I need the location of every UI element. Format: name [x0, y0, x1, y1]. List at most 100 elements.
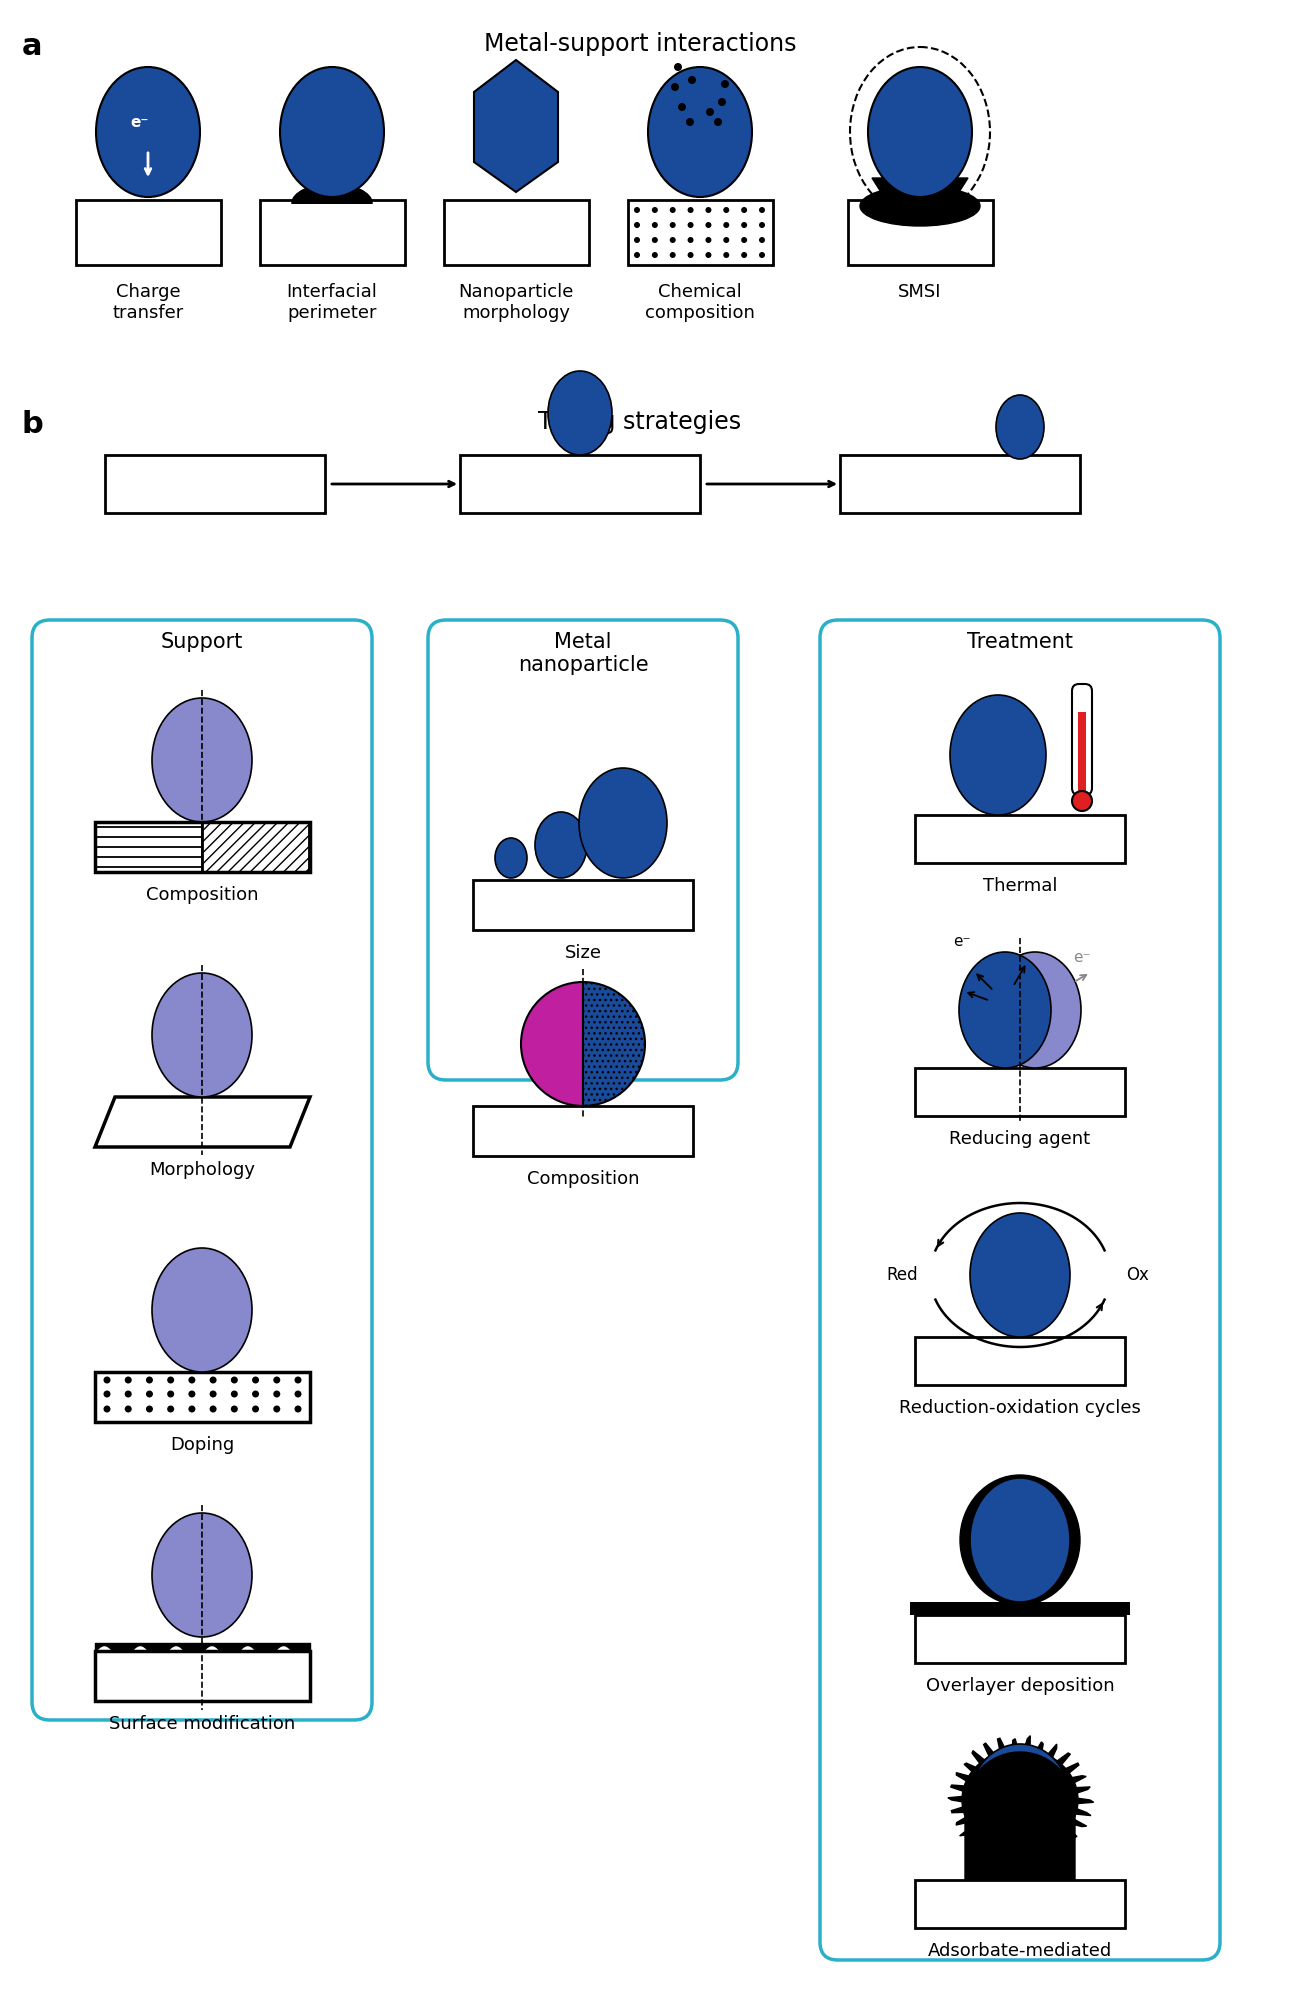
Ellipse shape	[670, 222, 675, 228]
FancyBboxPatch shape	[428, 619, 738, 1080]
Ellipse shape	[104, 1391, 111, 1397]
Ellipse shape	[758, 222, 765, 228]
Text: Morphology: Morphology	[150, 1160, 255, 1178]
Ellipse shape	[652, 253, 658, 259]
Bar	[915, 1615, 1125, 1663]
Ellipse shape	[706, 108, 714, 116]
Ellipse shape	[125, 1377, 131, 1383]
Ellipse shape	[959, 952, 1051, 1068]
Ellipse shape	[146, 1391, 154, 1397]
Ellipse shape	[652, 236, 658, 242]
Text: Tuning strategies: Tuning strategies	[539, 411, 742, 435]
Ellipse shape	[705, 253, 712, 259]
Ellipse shape	[189, 1391, 195, 1397]
Text: Chemical
composition: Chemical composition	[645, 283, 755, 323]
Wedge shape	[520, 982, 583, 1106]
Text: Treatment: Treatment	[967, 631, 1073, 651]
Bar	[95, 1373, 310, 1423]
Text: SMSI: SMSI	[898, 283, 942, 301]
Ellipse shape	[548, 371, 611, 455]
Ellipse shape	[687, 206, 693, 212]
Ellipse shape	[670, 253, 675, 259]
Text: Composition: Composition	[527, 1170, 639, 1188]
Ellipse shape	[152, 1513, 252, 1637]
Ellipse shape	[687, 222, 693, 228]
FancyBboxPatch shape	[1072, 683, 1092, 796]
Text: a: a	[22, 32, 43, 60]
Bar	[75, 200, 221, 265]
Text: e⁻: e⁻	[131, 114, 150, 130]
Text: Interfacial
perimeter: Interfacial perimeter	[286, 283, 377, 323]
Bar	[95, 822, 310, 872]
Bar	[840, 455, 1080, 513]
Text: Ox: Ox	[1127, 1267, 1150, 1285]
Ellipse shape	[209, 1405, 216, 1413]
Ellipse shape	[291, 184, 372, 222]
Ellipse shape	[273, 1405, 280, 1413]
Text: Reduction-oxidation cycles: Reduction-oxidation cycles	[899, 1399, 1141, 1417]
Text: b: b	[22, 411, 44, 439]
Bar	[915, 1068, 1125, 1116]
Text: Size: Size	[565, 944, 601, 962]
Bar	[1079, 711, 1086, 792]
Text: Doping: Doping	[170, 1437, 234, 1455]
Ellipse shape	[688, 76, 696, 84]
Ellipse shape	[273, 1377, 280, 1383]
Ellipse shape	[252, 1405, 259, 1413]
Ellipse shape	[721, 80, 729, 88]
Ellipse shape	[960, 1475, 1080, 1605]
Bar	[444, 200, 589, 265]
Ellipse shape	[146, 1405, 154, 1413]
Ellipse shape	[997, 395, 1043, 459]
Ellipse shape	[535, 812, 587, 878]
Ellipse shape	[167, 1391, 174, 1397]
Ellipse shape	[723, 253, 730, 259]
Bar	[461, 455, 700, 513]
Text: Charge
transfer: Charge transfer	[112, 283, 183, 323]
Ellipse shape	[714, 118, 722, 126]
Ellipse shape	[104, 1377, 111, 1383]
Polygon shape	[872, 178, 900, 200]
Ellipse shape	[152, 974, 252, 1096]
Polygon shape	[948, 1735, 1094, 1864]
Bar	[474, 1106, 693, 1156]
Bar	[909, 1601, 1131, 1615]
Ellipse shape	[950, 695, 1046, 816]
Ellipse shape	[674, 62, 682, 70]
Ellipse shape	[971, 1479, 1069, 1601]
Ellipse shape	[758, 206, 765, 212]
Ellipse shape	[189, 1405, 195, 1413]
Ellipse shape	[280, 66, 384, 196]
Bar	[95, 822, 202, 872]
Bar	[260, 200, 405, 265]
Ellipse shape	[742, 253, 747, 259]
Text: e⁻: e⁻	[954, 934, 971, 950]
Bar	[915, 1337, 1125, 1385]
Ellipse shape	[718, 98, 726, 106]
Ellipse shape	[189, 1377, 195, 1383]
Ellipse shape	[634, 206, 640, 212]
Bar	[105, 455, 325, 513]
Polygon shape	[95, 1096, 310, 1146]
Ellipse shape	[152, 697, 252, 822]
Text: Overlayer deposition: Overlayer deposition	[926, 1677, 1115, 1695]
Ellipse shape	[687, 236, 693, 242]
Text: Thermal: Thermal	[982, 878, 1058, 896]
Ellipse shape	[634, 253, 640, 259]
Ellipse shape	[723, 236, 730, 242]
Ellipse shape	[104, 1405, 111, 1413]
Ellipse shape	[758, 236, 765, 242]
Ellipse shape	[252, 1391, 259, 1397]
FancyBboxPatch shape	[820, 619, 1220, 1960]
Ellipse shape	[167, 1377, 174, 1383]
Text: Support: Support	[161, 631, 243, 651]
Ellipse shape	[294, 1377, 302, 1383]
Ellipse shape	[742, 236, 747, 242]
Ellipse shape	[678, 102, 686, 110]
Ellipse shape	[230, 1391, 238, 1397]
Bar	[202, 822, 310, 872]
Ellipse shape	[989, 952, 1081, 1068]
Polygon shape	[965, 1751, 1075, 1880]
Ellipse shape	[742, 206, 747, 212]
Text: Red: Red	[886, 1267, 917, 1285]
